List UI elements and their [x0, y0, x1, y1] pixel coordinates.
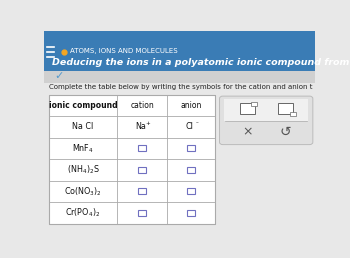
Text: anion: anion — [180, 101, 202, 110]
Bar — [138, 145, 146, 151]
Bar — [187, 188, 195, 194]
FancyBboxPatch shape — [219, 96, 313, 144]
Text: ✓: ✓ — [54, 71, 63, 81]
Bar — [278, 103, 293, 114]
Text: ionic compound: ionic compound — [49, 101, 117, 110]
Text: –: – — [196, 121, 198, 126]
Bar — [290, 112, 296, 116]
Text: Complete the table below by writing the symbols for the cation and anion t: Complete the table below by writing the … — [49, 84, 313, 90]
Text: Deducing the ions in a polyatomic ionic compound from its...: Deducing the ions in a polyatomic ionic … — [52, 58, 350, 67]
Text: Na: Na — [135, 122, 146, 131]
Text: ×: × — [242, 125, 252, 138]
Text: +: + — [146, 121, 150, 126]
Text: Cl: Cl — [186, 122, 194, 131]
Text: ATOMS, IONS AND MOLECULES: ATOMS, IONS AND MOLECULES — [70, 48, 177, 54]
Bar — [187, 167, 195, 173]
Text: cation: cation — [130, 101, 154, 110]
Bar — [187, 210, 195, 216]
Bar — [138, 167, 146, 173]
Text: $\mathregular{MnF_4}$: $\mathregular{MnF_4}$ — [72, 142, 94, 155]
Bar — [138, 188, 146, 194]
Text: $\mathregular{Cr(PO_4)_2}$: $\mathregular{Cr(PO_4)_2}$ — [65, 207, 101, 219]
Text: ↺: ↺ — [279, 125, 291, 139]
Text: $\mathregular{Co(NO_3)_2}$: $\mathregular{Co(NO_3)_2}$ — [64, 185, 102, 198]
Text: $\mathregular{(NH_4)_2S}$: $\mathregular{(NH_4)_2S}$ — [67, 164, 99, 176]
Bar — [251, 102, 257, 106]
Bar — [49, 94, 215, 224]
Bar — [240, 103, 254, 114]
Text: Na Cl: Na Cl — [72, 122, 94, 131]
Bar — [44, 71, 315, 83]
Bar — [44, 31, 315, 71]
Bar — [187, 145, 195, 151]
Bar — [138, 210, 146, 216]
Bar — [224, 100, 308, 121]
